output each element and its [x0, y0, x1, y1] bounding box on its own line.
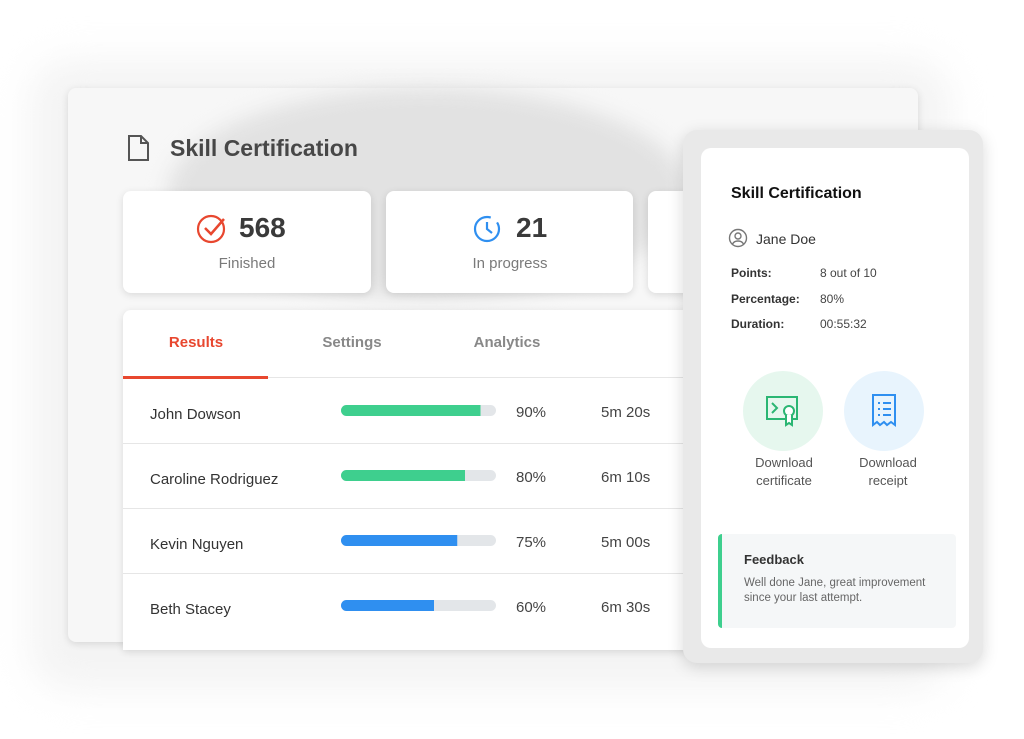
- progress-bar: [341, 405, 496, 416]
- feedback-box: Feedback Well done Jane, great improveme…: [718, 534, 956, 628]
- row-time: 5m 20s: [601, 404, 651, 421]
- stat-card: [386, 191, 633, 293]
- detail-value: 80%: [820, 291, 845, 306]
- doc-icon: [128, 135, 149, 161]
- results-panel: Results Settings Analytics John Dowson 90…: [123, 310, 703, 650]
- row-score: 60%: [516, 599, 547, 616]
- row-score: 90%: [516, 404, 547, 421]
- tab-divider: [123, 377, 703, 378]
- stat-value: 568: [239, 212, 286, 243]
- row-name: Kevin Nguyen: [150, 536, 244, 553]
- detail-value: 00:55:32: [820, 317, 867, 331]
- detail-label: Percentage:: [731, 291, 800, 306]
- detail-value: 8 out of 10: [820, 266, 877, 280]
- detail-label: Points:: [731, 266, 772, 280]
- stat-label: In progress: [472, 255, 548, 272]
- row-divider: [123, 573, 703, 574]
- user-icon: [728, 228, 748, 248]
- progress-fill: [341, 470, 465, 481]
- stat-label: Finished: [218, 255, 276, 272]
- row-name: Beth Stacey: [150, 601, 231, 618]
- tab[interactable]: Results: [168, 334, 224, 351]
- row-name: John Dowson: [150, 406, 241, 423]
- receipt-button[interactable]: [844, 371, 924, 451]
- row-time: 5m 00s: [601, 534, 651, 551]
- row-time: 6m 30s: [601, 599, 651, 616]
- row-name: Caroline Rodriguez: [150, 471, 279, 488]
- active-tab-indicator: [123, 376, 268, 379]
- row-time: 6m 10s: [601, 469, 651, 486]
- tab[interactable]: Settings: [322, 334, 382, 351]
- page-title: Skill Certification: [170, 135, 358, 161]
- side-panel: Skill Certification Jane Doe Download ce…: [701, 148, 969, 648]
- progress-bar: [341, 600, 496, 611]
- stat-card: [123, 191, 371, 293]
- row-score: 80%: [516, 469, 547, 486]
- row-divider: [123, 443, 703, 444]
- progress-fill: [341, 535, 458, 546]
- check-icon: [196, 214, 226, 244]
- tab[interactable]: Analytics: [473, 334, 541, 351]
- progress-fill: [341, 405, 481, 416]
- receipt-icon: [872, 394, 896, 427]
- action-label: Download certificate: [755, 455, 813, 488]
- feedback-text: Well done Jane, great improvement since …: [744, 577, 926, 604]
- row-score: 75%: [516, 534, 547, 551]
- feedback-title: Feedback: [744, 552, 804, 567]
- certificate-icon: [766, 396, 798, 427]
- progress-bar: [341, 470, 496, 481]
- row-divider: [123, 508, 703, 509]
- panel-title: Skill Certification: [731, 185, 862, 202]
- stat-value: 21: [516, 212, 548, 243]
- action-label: Download receipt: [859, 455, 917, 488]
- progress-bar: [341, 535, 496, 546]
- clock-icon: [473, 215, 501, 243]
- user-name: Jane Doe: [756, 231, 816, 247]
- progress-fill: [341, 600, 434, 611]
- detail-label: Duration:: [731, 317, 785, 331]
